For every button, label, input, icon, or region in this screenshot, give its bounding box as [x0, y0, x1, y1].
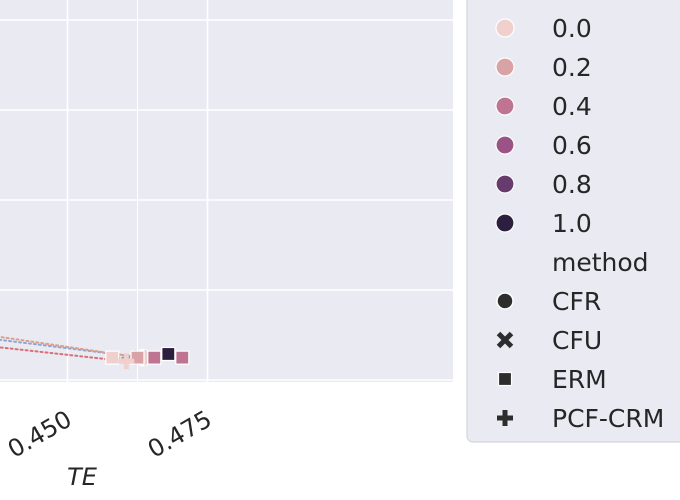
legend-frame: [466, 0, 680, 443]
plot-background: [0, 0, 453, 382]
legend-marker-pcf-crm: [497, 410, 513, 426]
legend-label-method: ERM: [552, 365, 607, 394]
legend-label-hue: 0.6: [552, 131, 592, 160]
series-line-cfu: [0, 335, 142, 359]
legend-swatch-hue: [495, 57, 515, 77]
legend-marker-erm: [497, 371, 513, 387]
legend-title-method: method: [552, 248, 649, 277]
legend-swatch-hue: [495, 213, 515, 233]
legend-label-hue: 0.0: [552, 14, 592, 43]
legend-label-hue: 1.0: [552, 209, 592, 238]
legend: 0.0 0.2 0.4 0.6 0.8 1.0 method CFR CFU ERM PCF-CRM: [466, 0, 680, 443]
point-erm: [147, 350, 162, 365]
legend-swatch-hue: [495, 135, 515, 155]
grid: [0, 0, 453, 382]
legend-marker-cfr: [496, 292, 514, 310]
point-erm: [175, 350, 190, 365]
legend-swatch-hue: [495, 174, 515, 194]
legend-label-method: CFR: [552, 287, 601, 316]
legend-label-method: CFU: [552, 326, 602, 355]
x-tick-label: 0.475: [143, 405, 217, 464]
legend-label-hue: 0.2: [552, 53, 592, 82]
legend-swatch-hue: [495, 96, 515, 116]
point-erm: [105, 350, 120, 365]
x-axis-label: TE: [67, 463, 98, 491]
x-tick-label: 0.450: [3, 405, 77, 464]
legend-items: 0.0 0.2 0.4 0.6 0.8 1.0 method CFR CFU ERM PCF-CRM: [495, 14, 664, 433]
legend-swatch-hue: [495, 18, 515, 38]
data-points: [105, 346, 190, 370]
legend-label-hue: 0.4: [552, 92, 592, 121]
legend-label-hue: 0.8: [552, 170, 592, 199]
point-erm: [161, 346, 176, 362]
point-pcf-crm: [118, 353, 135, 370]
legend-label-method: PCF-CRM: [552, 404, 664, 433]
legend-marker-cfu: [496, 331, 514, 349]
